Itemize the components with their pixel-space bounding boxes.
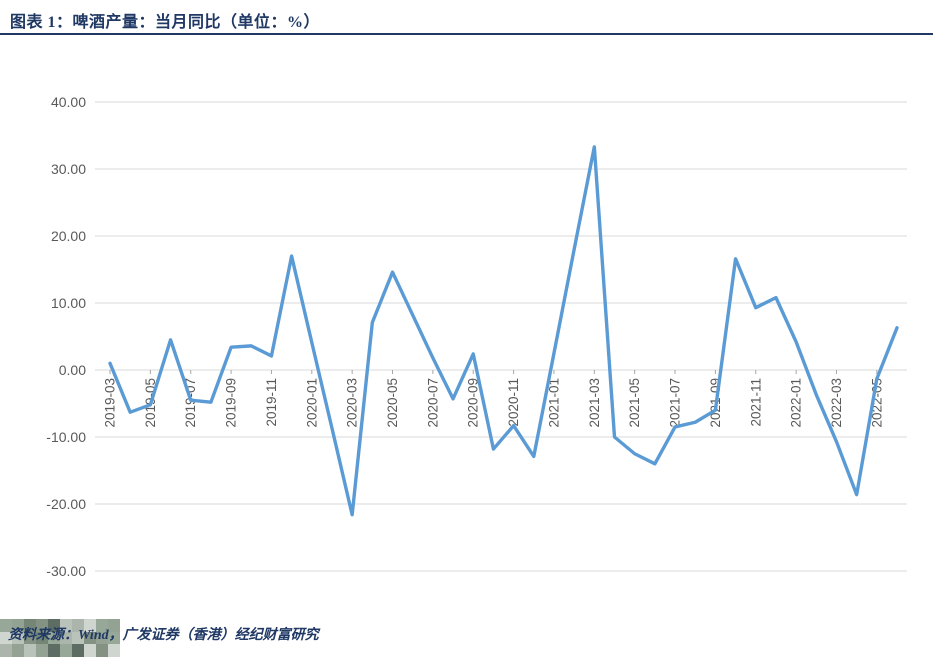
watermark-cell bbox=[48, 644, 60, 657]
svg-text:2019-09: 2019-09 bbox=[224, 378, 239, 428]
figure-header: 图表 1：啤酒产量：当月同比（单位：%） bbox=[0, 0, 933, 35]
figure-title: 图表 1：啤酒产量：当月同比（单位：%） bbox=[10, 14, 321, 31]
svg-text:30.00: 30.00 bbox=[51, 161, 86, 177]
watermark-cell bbox=[72, 644, 84, 657]
svg-text:2020-07: 2020-07 bbox=[425, 378, 440, 428]
svg-text:40.00: 40.00 bbox=[51, 94, 86, 110]
watermark-cell bbox=[96, 631, 108, 645]
watermark-cell bbox=[36, 631, 48, 645]
chart-canvas: 40.00 30.00 20.00 10.00 0.00 -10.00 -20.00 -30.… bbox=[46, 94, 907, 579]
watermark-cell bbox=[24, 644, 36, 657]
pixelated-watermark bbox=[0, 619, 120, 657]
svg-text:2021-05: 2021-05 bbox=[627, 378, 642, 428]
svg-text:-30.00: -30.00 bbox=[46, 563, 86, 579]
watermark-cell bbox=[12, 644, 24, 657]
source-note: 资料来源：Wind，广发证券（香港）经纪财富研究 bbox=[8, 628, 319, 643]
watermark-cell bbox=[72, 619, 84, 632]
watermark-cell bbox=[24, 619, 36, 632]
svg-text:2022-03: 2022-03 bbox=[829, 378, 844, 428]
watermark-cell bbox=[108, 631, 120, 645]
svg-text:-10.00: -10.00 bbox=[46, 429, 86, 445]
watermark-cell bbox=[36, 619, 48, 632]
svg-text:2019-11: 2019-11 bbox=[264, 378, 279, 427]
watermark-cell bbox=[96, 619, 108, 632]
watermark-cell bbox=[48, 619, 60, 632]
watermark-cell bbox=[108, 619, 120, 632]
svg-text:2021-01: 2021-01 bbox=[546, 378, 561, 428]
line-chart: 40.00 30.00 20.00 10.00 0.00 -10.00 -20.00 -30.… bbox=[0, 60, 933, 620]
svg-text:2020-11: 2020-11 bbox=[506, 378, 521, 427]
svg-text:-20.00: -20.00 bbox=[46, 496, 86, 512]
watermark-cell bbox=[84, 631, 96, 645]
watermark-cell bbox=[84, 644, 96, 657]
svg-text:0.00: 0.00 bbox=[59, 362, 86, 378]
svg-text:2020-03: 2020-03 bbox=[345, 378, 360, 428]
svg-text:2021-07: 2021-07 bbox=[668, 378, 683, 428]
svg-text:10.00: 10.00 bbox=[51, 295, 86, 311]
watermark-cell bbox=[60, 644, 72, 657]
svg-text:2020-09: 2020-09 bbox=[466, 378, 481, 428]
watermark-cell bbox=[0, 631, 12, 645]
watermark-cell bbox=[96, 644, 108, 657]
watermark-cell bbox=[60, 619, 72, 632]
svg-text:20.00: 20.00 bbox=[51, 228, 86, 244]
watermark-cell bbox=[48, 631, 60, 645]
watermark-cell bbox=[36, 644, 48, 657]
svg-text:2021-03: 2021-03 bbox=[587, 378, 602, 428]
watermark-cell bbox=[84, 619, 96, 632]
watermark-cell bbox=[0, 619, 12, 632]
svg-text:2022-01: 2022-01 bbox=[789, 378, 804, 428]
watermark-cell bbox=[60, 631, 72, 645]
svg-text:2020-05: 2020-05 bbox=[385, 378, 400, 428]
svg-text:2019-03: 2019-03 bbox=[103, 378, 118, 428]
watermark-cell bbox=[12, 619, 24, 632]
watermark-cell bbox=[12, 631, 24, 645]
watermark-cell bbox=[72, 631, 84, 645]
watermark-cell bbox=[108, 644, 120, 657]
watermark-cell bbox=[0, 644, 12, 657]
watermark-cell bbox=[24, 631, 36, 645]
svg-text:2021-11: 2021-11 bbox=[748, 378, 763, 427]
svg-text:2020-01: 2020-01 bbox=[304, 378, 319, 428]
